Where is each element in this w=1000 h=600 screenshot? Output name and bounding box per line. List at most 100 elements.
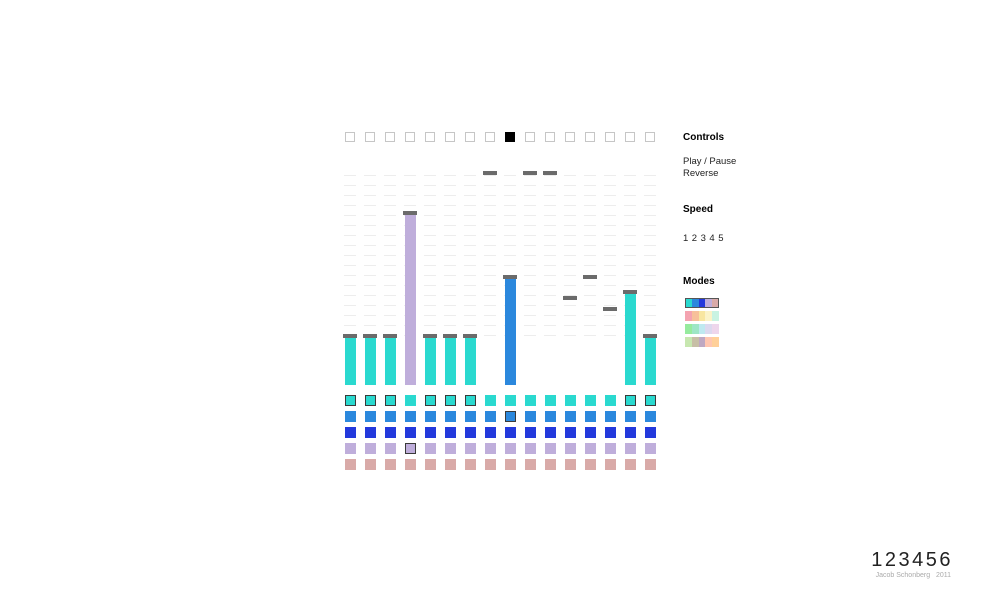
color-cell[interactable]	[524, 459, 536, 470]
step-indicator[interactable]	[505, 132, 515, 142]
color-cell[interactable]	[544, 443, 556, 454]
speed-option-4[interactable]: 4	[709, 233, 715, 244]
level-handle[interactable]	[443, 334, 457, 338]
level-handle[interactable]	[463, 334, 477, 338]
level-handle[interactable]	[363, 334, 377, 338]
color-cell[interactable]	[544, 395, 556, 406]
color-cell[interactable]	[424, 427, 436, 438]
step-indicator[interactable]	[345, 132, 355, 142]
color-cell[interactable]	[404, 459, 416, 470]
mode-swatch[interactable]	[685, 311, 719, 321]
color-cell[interactable]	[384, 459, 396, 470]
color-cell[interactable]	[404, 411, 416, 422]
color-cell[interactable]	[524, 411, 536, 422]
color-cell[interactable]	[584, 427, 596, 438]
color-cell[interactable]	[344, 443, 356, 454]
color-cell[interactable]	[344, 411, 356, 422]
color-cell[interactable]	[624, 459, 636, 470]
speed-option-2[interactable]: 2	[691, 233, 698, 244]
color-cell[interactable]	[644, 443, 656, 454]
color-cell[interactable]	[584, 443, 596, 454]
color-cell[interactable]	[444, 411, 456, 422]
speed-option-3[interactable]: 3	[700, 233, 706, 244]
step-indicator[interactable]	[465, 132, 475, 142]
color-cell[interactable]	[344, 427, 356, 438]
mode-swatch[interactable]	[685, 324, 719, 334]
level-handle[interactable]	[543, 171, 557, 175]
level-handle[interactable]	[343, 334, 357, 338]
color-cell[interactable]	[404, 395, 416, 406]
level-handle[interactable]	[423, 334, 437, 338]
color-cell[interactable]	[384, 411, 396, 422]
color-cell[interactable]	[484, 459, 496, 470]
mode-swatch[interactable]	[685, 298, 719, 308]
color-cell[interactable]	[644, 395, 656, 406]
color-cell[interactable]	[604, 443, 616, 454]
step-indicator[interactable]	[365, 132, 375, 142]
step-indicator[interactable]	[445, 132, 455, 142]
step-indicator[interactable]	[405, 132, 415, 142]
color-cell[interactable]	[424, 443, 436, 454]
level-handle[interactable]	[643, 334, 657, 338]
color-cell[interactable]	[584, 459, 596, 470]
color-cell[interactable]	[544, 427, 556, 438]
color-cell[interactable]	[344, 459, 356, 470]
color-cell[interactable]	[364, 395, 376, 406]
color-cell[interactable]	[464, 411, 476, 422]
speed-option-1[interactable]: 1	[683, 233, 689, 244]
color-cell[interactable]	[604, 395, 616, 406]
play-pause-button[interactable]: Play / Pause	[683, 156, 737, 167]
step-indicator[interactable]	[585, 132, 595, 142]
color-cell[interactable]	[584, 395, 596, 406]
step-indicator[interactable]	[425, 132, 435, 142]
color-cell[interactable]	[424, 395, 436, 406]
color-cell[interactable]	[504, 459, 516, 470]
color-cell[interactable]	[404, 443, 416, 454]
color-cell[interactable]	[604, 459, 616, 470]
color-cell[interactable]	[464, 459, 476, 470]
color-cell[interactable]	[524, 443, 536, 454]
step-indicator[interactable]	[545, 132, 555, 142]
color-cell[interactable]	[624, 443, 636, 454]
color-cell[interactable]	[584, 411, 596, 422]
mode-swatch[interactable]	[685, 337, 719, 347]
step-indicator[interactable]	[625, 132, 635, 142]
step-indicator[interactable]	[565, 132, 575, 142]
color-cell[interactable]	[624, 395, 636, 406]
level-handle[interactable]	[563, 296, 577, 300]
color-cell[interactable]	[504, 427, 516, 438]
color-cell[interactable]	[644, 459, 656, 470]
color-cell[interactable]	[564, 411, 576, 422]
color-cell[interactable]	[604, 411, 616, 422]
color-cell[interactable]	[464, 443, 476, 454]
level-handle[interactable]	[503, 275, 517, 279]
color-cell[interactable]	[644, 411, 656, 422]
color-cell[interactable]	[364, 427, 376, 438]
step-indicator[interactable]	[385, 132, 395, 142]
color-cell[interactable]	[444, 459, 456, 470]
color-cell[interactable]	[564, 443, 576, 454]
color-cell[interactable]	[404, 427, 416, 438]
color-cell[interactable]	[644, 427, 656, 438]
color-cell[interactable]	[424, 459, 436, 470]
level-handle[interactable]	[523, 171, 537, 175]
color-cell[interactable]	[564, 427, 576, 438]
color-cell[interactable]	[624, 427, 636, 438]
step-indicator[interactable]	[485, 132, 495, 142]
color-cell[interactable]	[364, 459, 376, 470]
step-indicator[interactable]	[645, 132, 655, 142]
color-cell[interactable]	[444, 443, 456, 454]
step-indicator[interactable]	[525, 132, 535, 142]
level-handle[interactable]	[583, 275, 597, 279]
level-handle[interactable]	[383, 334, 397, 338]
level-handle[interactable]	[483, 171, 497, 175]
color-cell[interactable]	[484, 443, 496, 454]
color-cell[interactable]	[604, 427, 616, 438]
color-cell[interactable]	[464, 395, 476, 406]
color-cell[interactable]	[504, 411, 516, 422]
color-cell[interactable]	[364, 411, 376, 422]
speed-option-5[interactable]: 5	[718, 233, 724, 244]
color-cell[interactable]	[444, 395, 456, 406]
color-cell[interactable]	[484, 427, 496, 438]
reverse-button[interactable]: Reverse	[683, 168, 719, 179]
